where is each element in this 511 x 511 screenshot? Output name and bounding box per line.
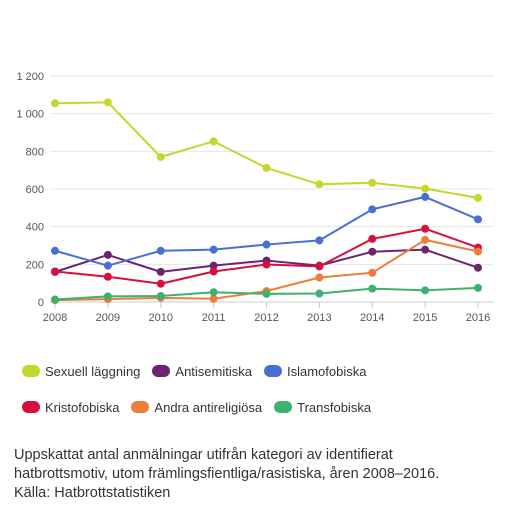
y-tick-label: 400 bbox=[26, 222, 44, 234]
legend-item-transfobiska[interactable]: Transfobiska bbox=[274, 400, 371, 415]
legend-swatch bbox=[22, 365, 40, 377]
legend-item-sexuell-laggning[interactable]: Sexuell läggning bbox=[22, 364, 140, 379]
data-point-antisemitiska[interactable] bbox=[474, 263, 482, 272]
data-point-islamofobiska[interactable] bbox=[315, 236, 324, 245]
legend-label: Antisemitiska bbox=[175, 363, 252, 379]
x-tick-label: 2013 bbox=[307, 312, 331, 324]
legend-swatch bbox=[131, 401, 150, 413]
data-point-islamofobiska[interactable] bbox=[368, 205, 377, 214]
x-tick-label: 2014 bbox=[360, 312, 384, 324]
x-tick-label: 2010 bbox=[149, 312, 173, 324]
data-point-kristofobiska[interactable] bbox=[262, 260, 271, 269]
data-point-sexuell-laggning[interactable] bbox=[315, 180, 324, 189]
x-tick-label: 2015 bbox=[413, 312, 437, 324]
y-tick-label: 1 000 bbox=[16, 109, 44, 121]
data-point-sexuell-laggning[interactable] bbox=[156, 152, 165, 161]
data-point-antisemitiska[interactable] bbox=[209, 261, 218, 270]
y-tick-label: 800 bbox=[26, 146, 44, 158]
data-point-kristofobiska[interactable] bbox=[421, 224, 430, 233]
data-point-kristofobiska[interactable] bbox=[209, 267, 218, 276]
x-tick-label: 2016 bbox=[466, 312, 490, 324]
series-line-sexuell-laggning[interactable] bbox=[54, 101, 479, 199]
legend-item-kristofobiska[interactable]: Kristofobiska bbox=[22, 400, 119, 415]
caption-line-2: hatbrottsmotiv, utom främlingsfientliga/… bbox=[14, 466, 440, 482]
caption-line-1: Uppskattat antal anmälningar utifrån kat… bbox=[14, 447, 393, 463]
legend-swatch bbox=[274, 401, 293, 413]
x-tick-label: 2009 bbox=[96, 312, 120, 324]
data-point-transfobiska[interactable] bbox=[51, 295, 59, 304]
data-point-transfobiska[interactable] bbox=[421, 286, 430, 295]
data-point-islamofobiska[interactable] bbox=[421, 192, 430, 201]
legend-item-andra-antireligiosa[interactable]: Andra antireligiösa bbox=[131, 400, 262, 415]
grid-lines bbox=[50, 75, 494, 303]
axis-ticks: 0 200 400 600 800 1 000 1 200 2008 2009 2010 2011 2… bbox=[16, 71, 490, 324]
data-point-kristofobiska[interactable] bbox=[315, 262, 324, 271]
data-point-transfobiska[interactable] bbox=[262, 289, 271, 298]
data-point-andra-antireligiosa[interactable] bbox=[209, 294, 218, 303]
data-point-transfobiska[interactable] bbox=[474, 283, 482, 292]
data-point-antisemitiska[interactable] bbox=[368, 247, 377, 256]
data-point-transfobiska[interactable] bbox=[103, 292, 112, 301]
data-point-sexuell-laggning[interactable] bbox=[209, 137, 218, 146]
legend-label: Andra antireligiösa bbox=[154, 399, 263, 415]
legend-label: Transfobiska bbox=[297, 399, 372, 415]
data-point-andra-antireligiosa[interactable] bbox=[315, 273, 324, 282]
legend-row-2: Kristofobiska Andra antireligiösa Transf… bbox=[22, 396, 492, 418]
data-point-islamofobiska[interactable] bbox=[262, 240, 271, 249]
caption-source: Källa: Hatbrottstatistiken bbox=[14, 485, 171, 501]
data-point-andra-antireligiosa[interactable] bbox=[421, 235, 430, 244]
x-tick-label: 2012 bbox=[254, 312, 278, 324]
data-point-antisemitiska[interactable] bbox=[103, 250, 112, 259]
legend-swatch bbox=[22, 401, 40, 413]
legend-swatch bbox=[263, 365, 282, 377]
data-point-islamofobiska[interactable] bbox=[209, 245, 218, 254]
data-point-transfobiska[interactable] bbox=[156, 291, 165, 300]
y-tick-label: 0 bbox=[38, 297, 44, 309]
legend-item-islamofobiska[interactable]: Islamofobiska bbox=[263, 363, 367, 379]
legend-label: Islamofobiska bbox=[286, 363, 367, 379]
data-point-sexuell-laggning[interactable] bbox=[368, 178, 377, 187]
legend-label: Kristofobiska bbox=[45, 399, 120, 415]
y-tick-label: 200 bbox=[26, 259, 44, 271]
y-tick-label: 600 bbox=[26, 184, 44, 196]
data-point-kristofobiska[interactable] bbox=[368, 234, 377, 243]
data-point-transfobiska[interactable] bbox=[315, 289, 324, 298]
data-point-islamofobiska[interactable] bbox=[51, 246, 59, 255]
data-point-islamofobiska[interactable] bbox=[474, 215, 482, 224]
line-chart: 0 200 400 600 800 1 000 1 200 2008 2009 2010 2011 2… bbox=[16, 71, 494, 324]
legend-label: Sexuell läggning bbox=[45, 363, 141, 379]
data-point-sexuell-laggning[interactable] bbox=[262, 163, 271, 172]
data-point-kristofobiska[interactable] bbox=[51, 267, 59, 276]
legend-swatch bbox=[152, 365, 171, 377]
data-point-sexuell-laggning[interactable] bbox=[103, 98, 112, 107]
legend-item-antisemitiska[interactable]: Antisemitiska bbox=[152, 364, 252, 379]
legend: Sexuell läggning Antisemitiska Islamofob… bbox=[22, 360, 492, 432]
data-point-islamofobiska[interactable] bbox=[156, 246, 165, 255]
chart-caption: Uppskattat antal anmälningar utifrån kat… bbox=[14, 446, 502, 503]
data-point-transfobiska[interactable] bbox=[209, 288, 218, 297]
data-point-andra-antireligiosa[interactable] bbox=[474, 247, 482, 256]
data-point-sexuell-laggning[interactable] bbox=[421, 184, 430, 193]
data-point-kristofobiska[interactable] bbox=[103, 272, 112, 281]
data-points bbox=[51, 98, 482, 305]
x-tick-label: 2011 bbox=[202, 312, 226, 324]
y-tick-label: 1 200 bbox=[16, 71, 44, 83]
data-point-transfobiska[interactable] bbox=[368, 284, 377, 293]
data-point-antisemitiska[interactable] bbox=[156, 267, 165, 276]
data-point-islamofobiska[interactable] bbox=[103, 261, 112, 270]
series-line-kristofobiska[interactable] bbox=[54, 227, 479, 285]
data-point-andra-antireligiosa[interactable] bbox=[368, 268, 377, 277]
series-lines bbox=[54, 101, 479, 302]
legend-row-1: Sexuell läggning Antisemitiska Islamofob… bbox=[22, 360, 492, 382]
x-tick-label: 2008 bbox=[43, 312, 67, 324]
data-point-sexuell-laggning[interactable] bbox=[51, 99, 59, 108]
data-point-kristofobiska[interactable] bbox=[156, 279, 165, 288]
data-point-antisemitiska[interactable] bbox=[421, 245, 430, 254]
data-point-sexuell-laggning[interactable] bbox=[474, 193, 482, 202]
